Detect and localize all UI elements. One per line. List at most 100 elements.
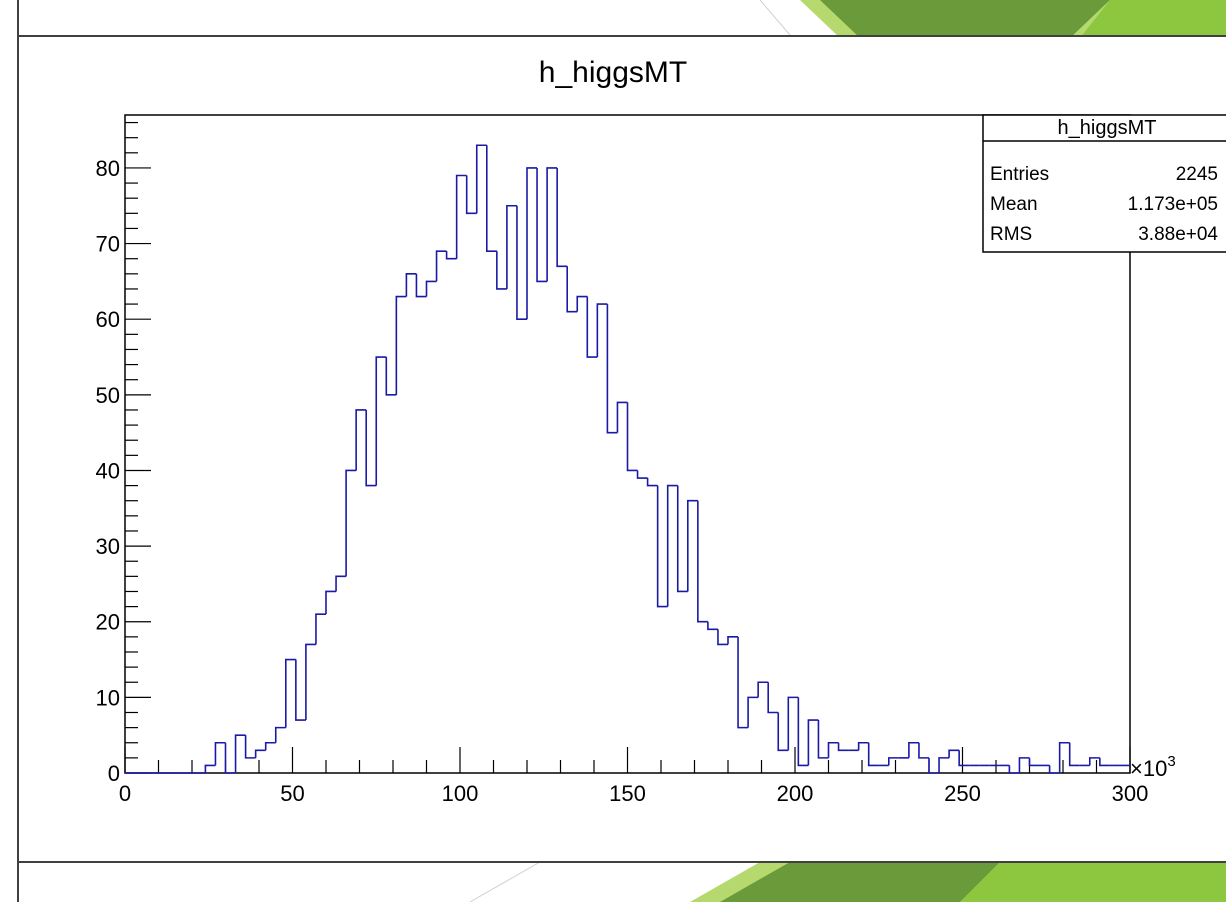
histogram-bin — [475, 144, 487, 214]
slide-decoration — [469, 0, 1226, 903]
y-tick-label: 40 — [96, 458, 120, 483]
histogram-bin — [1008, 765, 1020, 774]
stats-rms-value: 3.88e+04 — [1138, 224, 1218, 245]
histogram-bin — [727, 636, 739, 645]
stats-box-title: h_higgsMT — [1058, 117, 1157, 139]
histogram-bin — [656, 485, 668, 608]
histogram-bin — [325, 590, 337, 615]
histogram-bin — [817, 720, 829, 759]
x-multiplier-exponent: 3 — [1167, 753, 1175, 770]
histogram-bin — [496, 251, 507, 290]
histogram-bin — [285, 658, 296, 728]
histogram-bin — [948, 749, 960, 758]
histogram-bin — [365, 409, 377, 487]
histogram-bin — [415, 273, 427, 298]
histogram-bin — [516, 205, 527, 321]
histogram-bin — [636, 470, 648, 479]
histogram-bin — [355, 409, 367, 471]
histogram-bin — [797, 697, 809, 767]
accent-shape-bottom-2 — [720, 862, 1000, 902]
histogram-bin — [1089, 757, 1100, 766]
x-axis: 0 50 100 150 200 250 300 — [119, 747, 1148, 806]
histogram-bin — [697, 500, 708, 623]
histogram-bin — [1018, 757, 1030, 773]
histogram-bin — [938, 757, 950, 773]
histogram-bin — [465, 175, 477, 215]
histogram-bin — [546, 167, 558, 282]
histogram-bin — [606, 304, 618, 434]
histogram-bin — [566, 266, 578, 313]
histogram-bin — [506, 204, 517, 289]
x-multiplier-base: ×10 — [1130, 756, 1167, 781]
histogram-bin — [646, 478, 658, 487]
histogram-bin — [1048, 765, 1060, 774]
histogram-bin — [757, 681, 769, 698]
x-tick-label: 300 — [1112, 781, 1149, 806]
histogram-bin — [676, 485, 688, 593]
x-tick-label: 200 — [777, 781, 814, 806]
histogram-bin — [335, 575, 347, 592]
accent-shape-top-3 — [1080, 0, 1226, 38]
y-tick-label: 50 — [96, 383, 120, 408]
histogram-bin — [556, 167, 568, 268]
y-tick-label: 20 — [96, 610, 120, 635]
accent-shape-bottom-3 — [960, 862, 1226, 902]
histogram-bin — [204, 764, 216, 773]
histogram-bin — [747, 696, 759, 728]
histogram-bin — [315, 613, 326, 645]
histogram-bin — [224, 742, 236, 774]
histogram-bin — [244, 735, 256, 759]
histogram-bin — [264, 741, 276, 751]
histogram-bin — [687, 499, 698, 592]
histogram-bin — [707, 621, 718, 631]
histogram-bin — [586, 296, 598, 358]
histogram-bin — [445, 251, 457, 260]
histogram-bin — [435, 250, 447, 282]
histogram-bin — [536, 167, 548, 283]
histogram-bin — [888, 757, 899, 766]
histogram-bin — [918, 742, 929, 759]
histogram-bin — [596, 303, 608, 358]
histogram-bin — [455, 174, 467, 259]
histogram-bin — [526, 167, 538, 320]
stats-entries-value: 2245 — [1176, 164, 1218, 185]
histogram-bin — [928, 757, 940, 774]
histogram-bin — [616, 401, 628, 433]
x-tick-label: 0 — [119, 781, 131, 806]
stats-entries-label: Entries — [990, 164, 1049, 185]
histogram-bin — [274, 726, 286, 743]
histogram-bin — [1058, 741, 1070, 773]
x-tick-label: 50 — [280, 781, 304, 806]
histogram-bin — [375, 356, 387, 486]
histogram-bin — [827, 741, 839, 758]
histogram-bin — [958, 750, 970, 767]
x-multiplier-label: ×103 — [1130, 753, 1176, 781]
histogram-bin — [857, 741, 869, 751]
histogram-bin — [777, 712, 789, 752]
histogram-bin — [425, 280, 437, 297]
y-tick-label: 10 — [96, 685, 120, 710]
stats-box: h_higgsMT Entries 2245 Mean 1.173e+05 RM… — [982, 114, 1226, 253]
chart-title: h_higgsMT — [539, 56, 687, 89]
histogram-bin — [787, 696, 799, 751]
y-tick-label: 0 — [108, 761, 120, 786]
histogram-bin — [767, 682, 779, 714]
histogram-bin — [717, 629, 728, 646]
stats-rms-label: RMS — [990, 224, 1032, 245]
y-tick-label: 80 — [96, 156, 120, 181]
histogram-bin — [214, 741, 226, 766]
histogram-bin — [1028, 757, 1040, 767]
x-tick-label: 150 — [609, 781, 646, 806]
histogram-bin — [395, 295, 407, 395]
histogram-bin — [486, 145, 497, 252]
y-tick-label: 60 — [96, 307, 120, 332]
histogram-bin — [807, 719, 819, 766]
y-tick-label: 30 — [96, 534, 120, 559]
histogram-bin — [234, 734, 246, 773]
histogram-bin — [908, 741, 919, 758]
y-tick-label: 70 — [96, 232, 120, 257]
histogram-bin — [626, 402, 638, 472]
histogram-bin — [405, 273, 417, 297]
accent-shape-top-2 — [820, 0, 1110, 38]
